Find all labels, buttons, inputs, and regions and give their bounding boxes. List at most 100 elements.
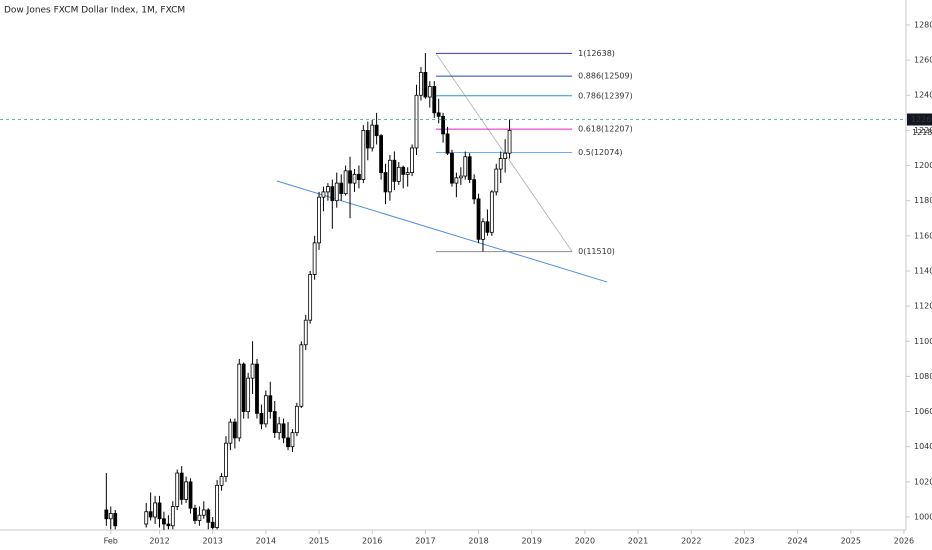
candle-body (290, 432, 295, 448)
candle-body (352, 173, 357, 184)
candle-body (317, 196, 321, 244)
candle-body (445, 133, 450, 154)
candle-body (436, 112, 441, 117)
candle-body (427, 86, 432, 98)
candle-body (219, 476, 224, 486)
candle-body (272, 411, 277, 434)
candle-body (228, 421, 233, 444)
candle-body (401, 166, 406, 175)
y-tick-label: 11400 (914, 266, 932, 275)
candle-body (250, 363, 255, 379)
x-tick-label: 2018 (468, 537, 488, 546)
candle-body (405, 172, 410, 175)
candle-body (485, 221, 490, 233)
candle-body (104, 509, 109, 520)
candle-body (489, 191, 494, 233)
candle-body (392, 159, 397, 182)
candle-body (201, 509, 206, 516)
candle-body (419, 72, 423, 96)
chart-title: Dow Jones FXCM Dollar Index, 1M, FXCM (4, 6, 185, 16)
candle-body (330, 186, 335, 202)
y-tick-label: 11000 (914, 337, 932, 346)
candle-body (286, 437, 290, 448)
candle-body (361, 129, 366, 180)
candle-body (268, 395, 273, 412)
candle-body (414, 94, 419, 149)
candle-body (197, 514, 202, 521)
candle-body (388, 159, 392, 193)
candle-body (294, 405, 299, 434)
y-tick-label: 10000 (914, 512, 932, 521)
candle-body (263, 395, 268, 425)
candle-body (308, 274, 313, 321)
candle-body (108, 513, 113, 520)
reference-price-label: 12188 (912, 128, 932, 137)
x-tick-label: 2019 (522, 537, 542, 546)
x-tick-label: Feb (104, 537, 118, 546)
candle-body (423, 72, 428, 98)
candle-body (481, 221, 485, 240)
y-tick-label: 12400 (914, 91, 932, 100)
fib-label: 0.618(12207) (578, 125, 633, 134)
candle-body (321, 191, 326, 198)
y-tick-label: 10400 (914, 442, 932, 451)
candle-body (175, 472, 180, 507)
y-tick-label: 12800 (914, 20, 932, 29)
candle-body (255, 363, 259, 414)
candle-body (179, 472, 184, 500)
candle-body (476, 198, 481, 240)
candle-body (166, 523, 171, 527)
candle-body (153, 502, 158, 518)
candle-body (157, 502, 162, 520)
candle-body (396, 166, 401, 182)
candle-body (148, 511, 153, 518)
candle-body (357, 173, 361, 180)
y-tick-label: 10200 (914, 477, 932, 486)
candle-body (334, 182, 339, 202)
candle-body (458, 175, 463, 179)
candle-body (241, 363, 246, 412)
candle-body (370, 124, 375, 149)
candle-body (170, 506, 175, 527)
x-tick-label: 2014 (256, 537, 276, 546)
candle-body (467, 156, 472, 180)
candle-body (232, 421, 237, 439)
fib-label: 1(12638) (578, 49, 615, 58)
y-tick-label: 11200 (914, 302, 932, 311)
candle-body (339, 182, 344, 195)
candle-body (312, 242, 317, 275)
candle-body (498, 158, 503, 170)
x-tick-label: 2020 (575, 537, 595, 546)
candle-body (303, 319, 308, 346)
candle-body (494, 168, 499, 193)
candle-body (224, 442, 228, 477)
y-tick-label: 10800 (914, 372, 932, 381)
candle-body (463, 156, 468, 177)
candle-body (441, 115, 445, 135)
y-tick-label: 11600 (914, 231, 932, 240)
fib-label: 0.886(12509) (578, 72, 633, 81)
x-tick-label: 2023 (734, 537, 754, 546)
candle-body (215, 484, 220, 528)
x-tick-label: 2021 (628, 537, 648, 546)
candle-body (365, 129, 370, 149)
candle-body (206, 509, 211, 523)
x-tick-label: 2015 (309, 537, 329, 546)
x-tick-label: 2024 (787, 537, 807, 546)
y-tick-label: 10600 (914, 407, 932, 416)
candle-body (188, 481, 193, 509)
y-tick-label: 12200 (914, 126, 932, 135)
y-tick-label: 12600 (914, 56, 932, 65)
candle-body (277, 423, 282, 434)
fib-label: 0.5(12074) (578, 148, 622, 157)
candle-body (299, 344, 304, 407)
candle-body (113, 513, 118, 527)
candle-body (210, 521, 215, 528)
x-tick-label: 2012 (149, 537, 169, 546)
y-tick-label: 12000 (914, 161, 932, 170)
last-price-label: 12262 (911, 115, 932, 124)
candle-body (472, 179, 477, 200)
last-price-box (907, 113, 932, 126)
